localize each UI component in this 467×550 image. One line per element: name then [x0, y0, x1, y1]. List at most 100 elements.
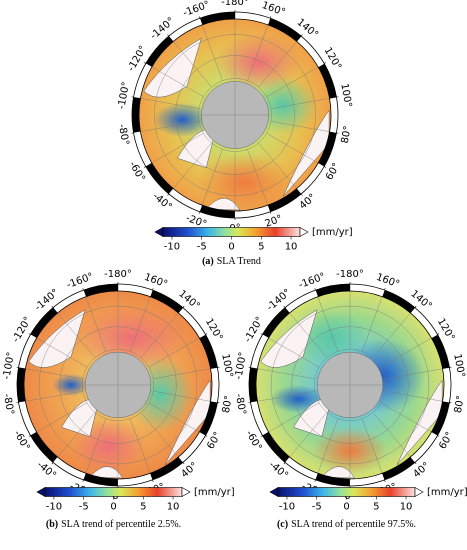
meridian	[268, 337, 320, 368]
lon-tick	[414, 305, 417, 308]
meridian	[85, 418, 106, 474]
colorbar-tick-label: 10	[400, 502, 413, 513]
lon-tick	[182, 305, 185, 308]
land	[89, 466, 124, 479]
meridian	[140, 412, 179, 458]
frame-black	[17, 284, 219, 486]
land	[260, 309, 318, 368]
meridian	[247, 149, 269, 206]
caption-text: SLA trend of percentile 2.5%.	[61, 519, 181, 530]
lon-tick	[205, 435, 208, 437]
colorbar-under	[154, 226, 164, 238]
lon-tick	[300, 34, 303, 37]
caption: (a) SLA Trend	[202, 256, 261, 267]
lon-tick	[414, 462, 417, 465]
colorbar	[44, 487, 183, 497]
lon-tick	[198, 16, 201, 19]
meridian	[266, 66, 319, 97]
land	[321, 466, 356, 479]
lon-tick-label: 160°	[375, 272, 401, 291]
lon-tick-label: -80°	[116, 123, 131, 146]
meridian	[57, 312, 96, 358]
meridian	[201, 149, 223, 206]
meridian	[153, 391, 211, 402]
colorbar-tick-label: -5	[197, 242, 207, 253]
caption: (b) SLA trend of percentile 2.5%.	[46, 519, 181, 530]
meridian	[270, 121, 330, 132]
meridian	[362, 296, 383, 352]
meridian	[57, 412, 96, 458]
lon-tick-label: -100°	[233, 351, 249, 380]
land	[205, 198, 241, 211]
lon-tick	[324, 62, 327, 64]
colorbar-unit: [mm/yr]	[194, 487, 235, 498]
caption-letter: (a)	[202, 256, 214, 267]
lon-tick	[182, 462, 185, 465]
colorbar-tick-label: 0	[228, 242, 234, 253]
colorbar-tick-label: -10	[46, 502, 62, 513]
meridian	[385, 368, 443, 379]
meridian	[140, 312, 179, 358]
lon-tick	[437, 435, 440, 437]
lon-tick	[314, 288, 316, 291]
lon-tick	[167, 193, 170, 196]
colorbar-over	[414, 486, 424, 498]
meridian	[148, 402, 200, 433]
lon-tick	[51, 305, 54, 308]
meridian	[140, 98, 200, 109]
colorbar-tick-label: 10	[285, 242, 298, 253]
lon-tick	[28, 435, 31, 437]
trend-pattern	[196, 153, 293, 211]
meridian	[372, 312, 411, 358]
caption: (c) SLA trend of percentile 97.5%.	[277, 519, 416, 530]
meridian	[385, 391, 443, 402]
frame-edge	[255, 290, 445, 480]
lon-tick	[82, 479, 84, 482]
colorbar-unit: [mm/yr]	[427, 487, 467, 498]
lon-tick	[51, 462, 54, 465]
lon-tick-label: 60°	[324, 161, 342, 182]
trend-pattern	[52, 373, 90, 397]
colorbar-under	[269, 486, 279, 498]
lon-tick	[82, 288, 84, 291]
frame-edge	[138, 18, 332, 212]
lon-tick	[143, 62, 146, 64]
lon-tick	[205, 333, 208, 335]
meridian	[148, 337, 200, 368]
caption-letter: (c)	[277, 519, 288, 530]
lon-tick	[437, 333, 440, 335]
lon-tick	[384, 479, 386, 482]
lon-tick-label: -80°	[233, 393, 248, 416]
lon-tick-label: -180°	[336, 269, 364, 280]
trend-pattern	[75, 305, 189, 371]
colorbar-tick-label: -10	[279, 502, 295, 513]
meridian	[130, 296, 151, 352]
colorbar-over	[181, 486, 191, 498]
lon-tick	[260, 333, 263, 335]
meridian	[173, 41, 212, 88]
meridian	[257, 391, 315, 402]
meridian	[36, 402, 88, 433]
lon-tick-label: -100°	[1, 351, 17, 380]
lon-tick-label: 40°	[179, 461, 200, 481]
meridian	[247, 24, 269, 81]
lon-tick	[269, 211, 272, 214]
lon-tick	[260, 435, 263, 437]
lon-tick-label: 80°	[340, 125, 354, 144]
colorbar-tick-label: -5	[79, 502, 89, 513]
colorbar-tick-label: 0	[110, 502, 116, 513]
lon-tick-label: 160°	[143, 272, 169, 291]
lon-tick	[283, 462, 286, 465]
colorbar-tick-label: 0	[343, 502, 349, 513]
caption-letter: (b)	[46, 519, 58, 530]
lon-tick-label: 160°	[260, 0, 286, 19]
colorbar-under	[36, 486, 46, 498]
lon-tick-label: -180°	[221, 0, 249, 8]
meridian	[151, 133, 204, 164]
meridian	[258, 41, 297, 88]
frame-edge	[23, 290, 213, 480]
meridian	[268, 402, 320, 433]
meridian	[25, 368, 83, 379]
lon-tick-label: -180°	[104, 269, 132, 280]
meridian	[317, 296, 338, 352]
